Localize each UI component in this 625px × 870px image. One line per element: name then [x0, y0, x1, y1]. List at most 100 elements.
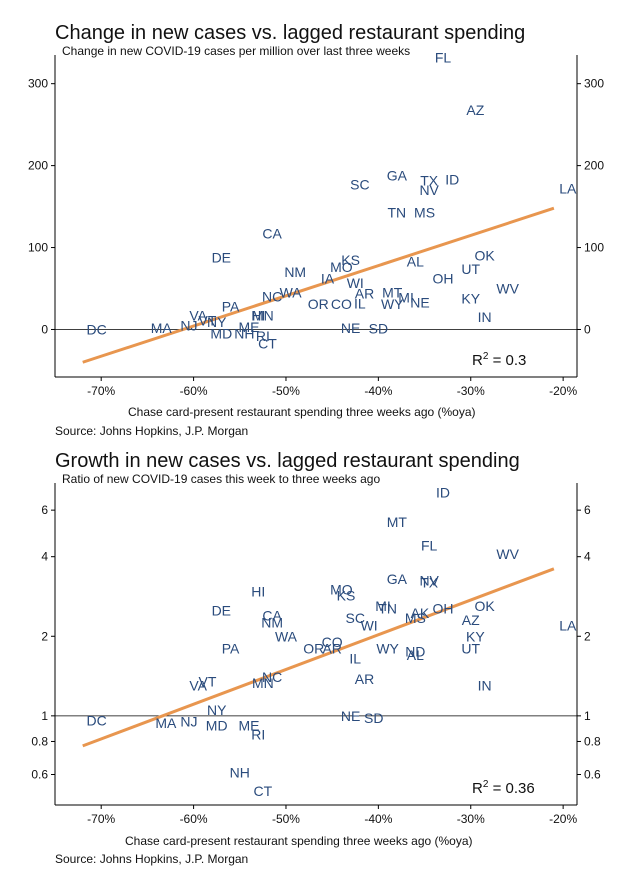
- y-tick-label-left: 300: [28, 77, 48, 91]
- x-tick-label: -20%: [549, 384, 577, 398]
- data-point-id: ID: [436, 484, 450, 500]
- data-point-wy: WY: [376, 640, 399, 656]
- data-point-ga: GA: [387, 571, 408, 587]
- data-point-ks: KS: [341, 252, 360, 268]
- y-tick-label-left: 6: [41, 503, 48, 517]
- chart2-xlabel: Chase card-present restaurant spending t…: [125, 834, 473, 848]
- data-point-ky: KY: [461, 290, 480, 306]
- data-point-sc: SC: [346, 610, 365, 626]
- data-point-nh: NH: [234, 326, 254, 342]
- chart2-source: Source: Johns Hopkins, J.P. Morgan: [55, 852, 249, 866]
- data-point-ia: IA: [321, 271, 335, 287]
- data-point-dc: DC: [86, 713, 106, 729]
- data-point-mo: MO: [330, 259, 353, 275]
- x-tick-label: -40%: [364, 812, 392, 826]
- data-point-hi: HI: [251, 308, 265, 324]
- data-point-ri: RI: [256, 328, 270, 344]
- data-point-va: VA: [189, 678, 207, 694]
- data-point-mi: MI: [398, 290, 414, 306]
- data-point-az: AZ: [462, 612, 480, 628]
- data-point-ct: CT: [254, 783, 273, 799]
- data-point-wi: WI: [347, 275, 364, 291]
- y-tick-label-right: 4: [584, 550, 591, 564]
- data-point-oh: OH: [433, 600, 454, 616]
- data-point-in: IN: [478, 678, 492, 694]
- data-point-ct: CT: [258, 335, 277, 351]
- data-point-ca: CA: [262, 226, 282, 242]
- data-point-wa: WA: [280, 285, 303, 301]
- data-point-mt: MT: [382, 285, 403, 301]
- data-point-nm: NM: [284, 264, 306, 280]
- data-point-nc: NC: [262, 669, 282, 685]
- data-point-ri: RI: [251, 727, 265, 743]
- y-tick-label-right: 0: [584, 322, 591, 336]
- data-point-la: LA: [559, 617, 577, 633]
- data-point-pa: PA: [222, 299, 240, 315]
- y-tick-label-left: 2: [41, 629, 48, 643]
- data-point-oh: OH: [433, 271, 454, 287]
- data-point-mn: MN: [252, 308, 274, 324]
- data-point-tn: TN: [388, 204, 407, 220]
- data-point-nv: NV: [419, 182, 439, 198]
- data-point-vt: VT: [198, 312, 216, 328]
- x-tick-label: -70%: [87, 812, 115, 826]
- data-point-nj: NJ: [180, 317, 197, 333]
- data-point-wv: WV: [496, 281, 519, 297]
- data-point-ok: OK: [474, 598, 495, 614]
- x-tick-label: -20%: [549, 812, 577, 826]
- data-point-tx: TX: [420, 172, 439, 188]
- x-tick-label: -50%: [272, 812, 300, 826]
- y-tick-label-right: 1: [584, 709, 591, 723]
- data-point-mo: MO: [330, 582, 353, 598]
- data-point-ma: MA: [155, 715, 177, 731]
- y-tick-label-right: 300: [584, 77, 604, 91]
- data-point-sc: SC: [350, 176, 369, 192]
- y-tick-label-left: 100: [28, 241, 48, 255]
- data-point-wy: WY: [381, 296, 404, 312]
- data-point-nc: NC: [262, 289, 282, 305]
- data-point-ca: CA: [262, 607, 282, 623]
- data-point-fl: FL: [435, 49, 452, 65]
- data-point-ny: NY: [207, 702, 227, 718]
- data-point-or: OR: [303, 640, 324, 656]
- data-point-de: DE: [212, 603, 231, 619]
- data-point-mi: MI: [375, 598, 391, 614]
- data-point-al: AL: [407, 253, 424, 269]
- data-point-id: ID: [445, 172, 459, 188]
- chart1-plot: 0 0 100 100 200 200 300 300 -70% -60% -50% -40% -30%…: [28, 49, 604, 398]
- data-point-vt: VT: [198, 673, 216, 689]
- chart2-subtitle: Ratio of new COVID-19 cases this week to…: [62, 472, 381, 486]
- data-point-il: IL: [354, 295, 366, 311]
- data-point-la: LA: [559, 181, 577, 197]
- x-tick-label: -40%: [364, 384, 392, 398]
- data-point-me: ME: [239, 319, 260, 335]
- data-point-ga: GA: [387, 167, 408, 183]
- data-point-me: ME: [239, 717, 260, 733]
- data-point-ma: MA: [151, 320, 173, 336]
- y-tick-label-right: 100: [584, 241, 604, 255]
- data-point-nd: ND: [405, 644, 425, 660]
- data-point-pa: PA: [222, 640, 240, 656]
- data-point-ne: NE: [341, 320, 360, 336]
- y-tick-label-right: 0.8: [584, 734, 601, 748]
- r-squared-label: R2 = 0.3: [472, 351, 526, 369]
- y-tick-label-left: 0: [41, 322, 48, 336]
- data-point-md: MD: [210, 326, 232, 342]
- data-point-ms: MS: [414, 204, 435, 220]
- data-point-ky: KY: [466, 628, 485, 644]
- x-tick-label: -70%: [87, 384, 115, 398]
- data-point-ak: AK: [411, 605, 430, 621]
- x-tick-label: -60%: [180, 812, 208, 826]
- x-tick-label: -50%: [272, 384, 300, 398]
- data-point-mt: MT: [387, 514, 408, 530]
- y-tick-label-left: 1: [41, 709, 48, 723]
- data-point-fl: FL: [421, 538, 438, 554]
- data-point-ks: KS: [337, 588, 356, 604]
- data-point-wa: WA: [275, 628, 298, 644]
- data-point-wi: WI: [361, 617, 378, 633]
- x-tick-label: -30%: [457, 812, 485, 826]
- y-tick-label-left: 200: [28, 159, 48, 173]
- data-point-mn: MN: [252, 675, 274, 691]
- x-tick-label: -30%: [457, 384, 485, 398]
- data-point-ut: UT: [461, 640, 480, 656]
